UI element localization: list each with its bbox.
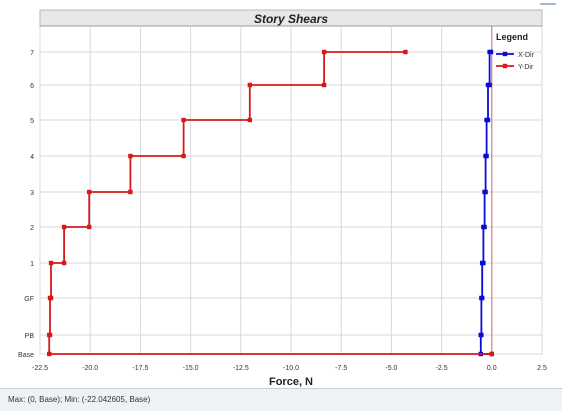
y-tick-label: GF [24, 296, 34, 303]
story-shears-chart: Story Shears -22.5 -20.0 -17.5 -15.0 -12.5 -10… [18, 9, 547, 388]
data-point-y-dir [86, 189, 92, 195]
y-tick-label: 1 [30, 261, 34, 268]
legend-label: X-Dir [518, 52, 535, 59]
data-point-y-dir [247, 117, 253, 123]
series-line-y-dir [48, 51, 492, 355]
x-tick-label: -12.5 [233, 365, 249, 372]
data-point-y-dir [489, 351, 494, 357]
y-tick-label: Base [18, 352, 34, 359]
chart-title: Story Shears [254, 12, 328, 26]
x-axis-title: Force, N [269, 376, 313, 388]
y-tick-label: 6 [30, 83, 34, 90]
y-tick-label: 4 [30, 154, 34, 161]
legend-swatch-marker [502, 63, 508, 69]
series-line-x-dir [479, 51, 492, 355]
data-point-y-dir [128, 153, 133, 159]
x-tick-label: -5.0 [385, 365, 397, 372]
legend-swatch-marker [502, 51, 508, 57]
data-point-x-dir [479, 260, 485, 266]
y-tick-label: PB [25, 333, 35, 340]
data-point-y-dir [47, 295, 53, 301]
x-tick-label: 2.5 [537, 365, 547, 372]
y-tick-label: 7 [30, 50, 34, 57]
x-tick-label: -22.5 [32, 365, 48, 372]
data-point-y-dir [48, 260, 54, 266]
data-point-y-dir [128, 189, 133, 195]
x-tick-label: -20.0 [82, 365, 98, 372]
data-point-y-dir [86, 224, 92, 230]
x-tick-label: -15.0 [183, 365, 199, 372]
data-point-x-dir [487, 49, 492, 55]
data-point-y-dir [47, 332, 52, 338]
data-point-y-dir [321, 49, 327, 55]
x-tick-label: -7.5 [335, 365, 347, 372]
x-tick-label: -10.0 [283, 365, 299, 372]
data-point-y-dir [403, 49, 408, 55]
data-point-x-dir [479, 295, 484, 301]
data-point-y-dir [61, 224, 67, 230]
y-tick-label: 3 [30, 190, 34, 197]
data-point-y-dir [181, 153, 186, 159]
status-text: Max: (0, Base); Min: (-22.042605, Base) [8, 395, 151, 404]
x-tick-label: -17.5 [132, 365, 148, 372]
x-tick-label: 0.0 [487, 365, 497, 372]
data-point-y-dir [321, 82, 327, 88]
legend-label: Y-Dir [518, 64, 534, 71]
window-corner-tab[interactable] [540, 3, 556, 5]
x-tick-label: -2.5 [436, 365, 448, 372]
data-point-x-dir [478, 332, 483, 338]
legend-title: Legend [496, 32, 528, 42]
data-point-x-dir [482, 189, 487, 195]
status-bar: Max: (0, Base); Min: (-22.042605, Base) [0, 388, 562, 411]
data-point-x-dir [484, 117, 489, 123]
data-point-y-dir [47, 351, 52, 357]
y-tick-label: 2 [30, 225, 34, 232]
data-point-y-dir [61, 260, 67, 266]
data-point-y-dir [181, 117, 186, 123]
y-tick-label: 5 [30, 118, 34, 125]
data-point-x-dir [481, 224, 486, 230]
data-point-x-dir [485, 82, 491, 88]
data-point-y-dir [247, 82, 253, 88]
data-point-x-dir [483, 153, 488, 159]
